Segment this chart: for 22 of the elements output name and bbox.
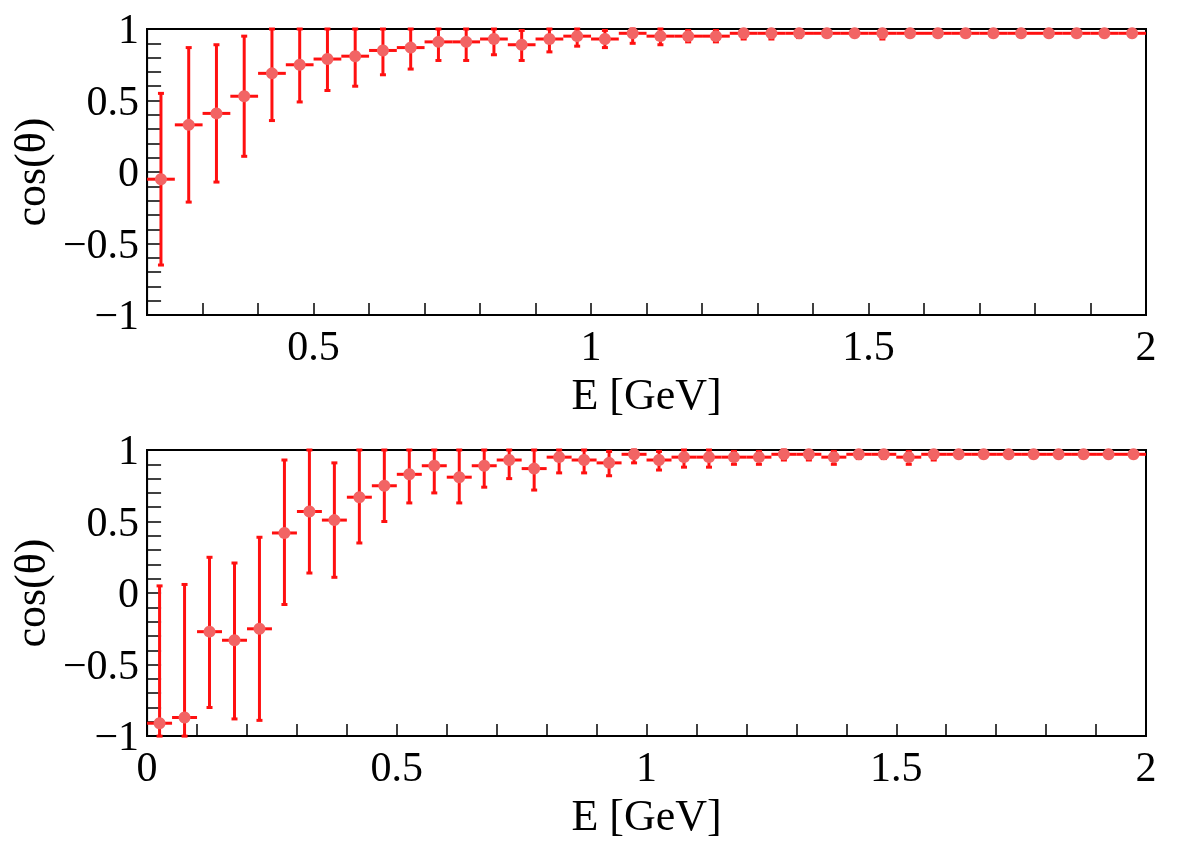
x-tick-label: 1.5 [870,744,923,791]
y-tick-label: 0.5 [86,498,140,545]
y-tick-label: −0.5 [62,220,140,267]
x-tick-label: 0.5 [370,744,424,791]
y-tick-label: 0 [118,149,140,196]
x-axis-title: E [GeV] [571,790,722,840]
x-axis-title: E [GeV] [571,369,722,419]
y-tick-label: −1 [94,292,140,339]
x-tick-label: 0.5 [287,323,340,370]
y-tick-label: 1 [118,427,140,473]
y-tick-label: −1 [94,713,140,760]
y-tick-label: 0.5 [86,77,140,124]
x-tick-label: 1 [636,744,658,791]
x-tick-label: 2 [1135,744,1157,791]
y-tick-label: −0.5 [62,641,140,688]
y-axis-title: cos(θ) [5,117,55,227]
x-tick-label: 2 [1135,323,1157,370]
x-tick-label: 1 [580,323,602,370]
y-tick-label: 1 [118,6,140,52]
x-tick-label: 1.5 [842,323,895,370]
y-tick-label: 0 [118,570,140,617]
y-axis-title: cos(θ) [5,538,55,648]
